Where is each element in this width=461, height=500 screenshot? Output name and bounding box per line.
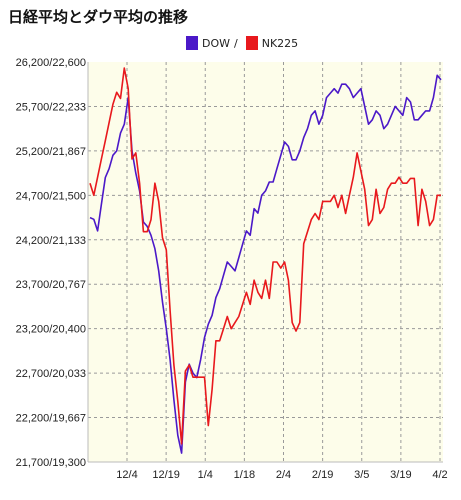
dow-legend-label: DOW [202, 36, 231, 50]
chart-legend: DOW / NK225 [186, 36, 298, 50]
x-tick-label: 3/19 [390, 469, 411, 481]
x-tick-label: 3/5 [354, 469, 369, 481]
y-tick-label: 23,700/20,767 [16, 279, 86, 291]
y-tick-label: 22,700/20,033 [16, 368, 86, 380]
y-tick-label: 26,200/22,600 [16, 57, 86, 69]
nk-legend-label: NK225 [261, 36, 299, 50]
x-tick-label: 2/4 [276, 469, 291, 481]
legend-separator: / [234, 36, 238, 50]
y-tick-label: 24,700/21,500 [16, 190, 86, 202]
nk225-series-line [89, 67, 441, 445]
dow-legend-swatch [186, 36, 198, 50]
x-tick-label: 1/4 [198, 469, 213, 481]
y-tick-label: 25,700/22,233 [16, 101, 86, 113]
x-tick-label: 2/19 [312, 469, 333, 481]
nk-legend-swatch [245, 36, 258, 50]
plot-area [88, 62, 443, 462]
y-tick-label: 22,200/19,667 [16, 413, 86, 425]
x-tick-label: 12/19 [152, 469, 180, 481]
y-tick-label: 24,200/21,133 [16, 235, 86, 247]
chart-title: 日経平均とダウ平均の推移 [8, 8, 189, 26]
y-tick-label: 21,700/19,300 [16, 457, 86, 469]
x-tick-label: 12/4 [116, 469, 137, 481]
x-tick-label: 1/18 [234, 469, 255, 481]
y-tick-label: 23,200/20,400 [16, 324, 86, 336]
x-tick-label: 4/2 [432, 469, 447, 481]
y-tick-label: 25,200/21,867 [16, 146, 86, 158]
